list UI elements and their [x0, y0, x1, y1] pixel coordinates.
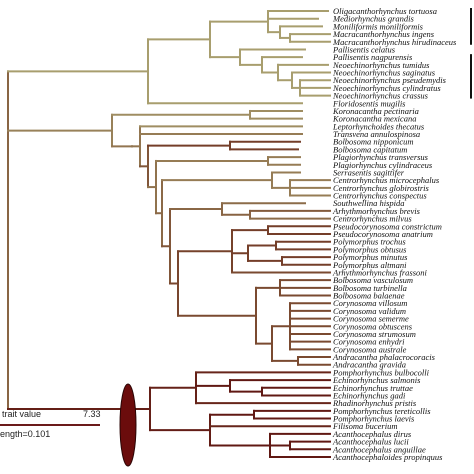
taxon-label: Oligacanthorhynchus tortuosa [333, 6, 437, 16]
tree-branches [7, 10, 331, 458]
taxon-label: Pseudocorynosoma anatrium [332, 229, 433, 239]
taxon-label: Polymorphus altmani [332, 260, 407, 270]
taxon-label: Centrorhynchus globirostris [333, 183, 429, 193]
taxon-label: Acanthocephalus lucii [332, 437, 409, 447]
taxon-label: Polymorphus obtusus [332, 244, 407, 254]
taxon-label: Pallisentis celatus [332, 44, 396, 54]
taxon-label: Bolbosoma balaenae [333, 291, 405, 301]
taxon-label: Corynosoma semerme [333, 314, 409, 324]
taxon-label: Acanthocephalus dirus [332, 429, 412, 439]
taxon-label: Pomphorhynchus bulbocolli [332, 367, 430, 377]
taxon-label: Koronacantha pectinaria [332, 106, 419, 116]
taxon-label: Pallisentis nagpurensis [332, 52, 413, 62]
taxon-label: Neoechinorhynchus tumidus [332, 60, 430, 70]
taxon-label: Corynosoma strumosum [333, 329, 416, 339]
taxon-label: Neoechinorhynchus crassus [332, 91, 429, 101]
taxon-label: Echinorhynchus truttae [332, 383, 413, 393]
taxon-label: Polymorphus trochus [332, 237, 406, 247]
legend-ellipse [119, 383, 137, 467]
taxon-label: Neoechinorhynchus pseudemydis [332, 75, 447, 85]
taxon-label: Arhythmorhynchus frassoni [332, 267, 428, 277]
taxon-label: Floridosentis mugilis [332, 98, 406, 108]
taxon-label: Corynosoma australe [333, 344, 407, 354]
taxon-label: Echinorhynchus salmonis [332, 375, 421, 385]
taxon-label: Macracanthorhynchus hirudinaceus [332, 37, 457, 47]
taxon-label: Plagiorhynchus transversus [332, 152, 429, 162]
taxon-label: Southwellina hispida [333, 198, 405, 208]
taxon-label: Pomphorhynchus tereticollis [332, 406, 431, 416]
legend: trait value 7.33 ength=0.101 [0, 383, 137, 467]
taxon-label: Bolbosoma vasculosum [333, 275, 413, 285]
taxon-label: Corynosoma enhydri [333, 337, 405, 347]
taxon-label: Neoechinorhynchus saginatus [332, 68, 436, 78]
taxon-label: Centrorhynchus conspectus [333, 191, 427, 201]
taxon-label: Moniliformis moniliformis [332, 21, 424, 31]
taxon-label: Neoechinorhynchus cylindratus [332, 83, 441, 93]
taxon-label: Acanthocephaloides propinquus [332, 452, 443, 462]
taxon-label: Bolbosoma turbinella [333, 283, 407, 293]
taxon-label: Corynosoma validum [333, 306, 406, 316]
taxon-label: Pseudocorynosoma constrictum [332, 221, 442, 231]
taxon-label: Andracantha gravida [332, 360, 406, 370]
taxon-label: Centrorhynchus microcephalus [333, 175, 440, 185]
taxon-label: Macracanthorhynchus ingens [332, 29, 435, 39]
taxon-label: Echinorhynchus gadi [332, 390, 406, 400]
taxon-label: Acanthocephalus anguillae [332, 444, 426, 454]
taxon-label: Corynosoma obtuscens [333, 321, 413, 331]
taxon-label: Arhythmorhynchus brevis [332, 206, 421, 216]
legend-length-label: ength=0.101 [0, 429, 50, 439]
taxon-label: Pomphorhynchus laevis [332, 414, 415, 424]
taxon-label: Koronacantha mexicana [332, 114, 417, 124]
taxon-label: Transvena annulospinosa [333, 129, 420, 139]
taxon-label: Bolbosoma capitatum [333, 144, 407, 154]
taxon-label: Rhadinorhynchus pristis [332, 398, 417, 408]
taxon-label: Corynosoma villosum [333, 298, 407, 308]
legend-trait-label: trait value [2, 409, 41, 419]
taxon-label: Polymorphus minutus [332, 252, 408, 262]
taxon-label: Serrasentis sagittifer [333, 167, 405, 177]
legend-max-value: 7.33 [83, 409, 101, 419]
taxon-label: Bolbosoma nipponicum [333, 137, 414, 147]
taxon-label: Centrorhynchus milvus [333, 214, 412, 224]
taxon-label: Andracantha phalacrocoracis [332, 352, 436, 362]
taxon-label: Leptorhynchoides thecatus [332, 121, 425, 131]
taxon-label: Plagiorhynchus cylindraceus [332, 160, 433, 170]
taxon-label: Filisoma bucerium [332, 421, 397, 431]
taxon-labels: Oligacanthorhynchus tortuosaMediorhynchu… [332, 6, 457, 462]
taxon-label: Mediorhynchus grandis [332, 14, 415, 24]
